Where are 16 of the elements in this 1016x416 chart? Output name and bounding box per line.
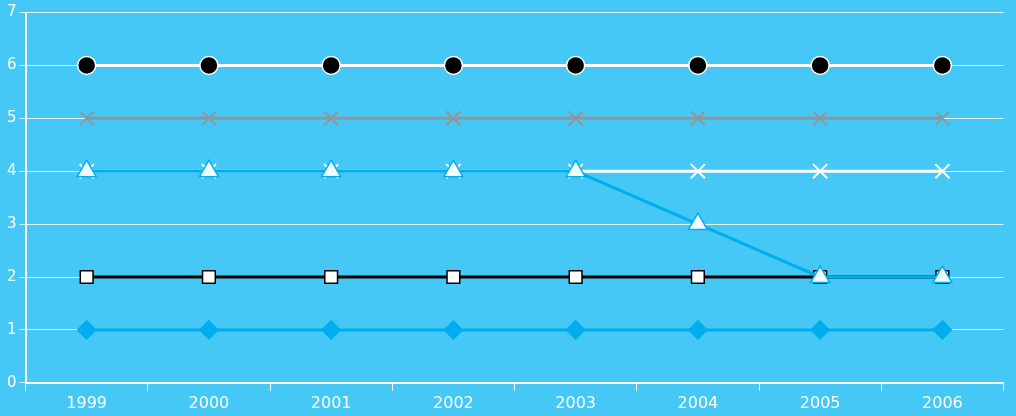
y-tick-label: 2 bbox=[7, 266, 17, 285]
y-tick-label: 1 bbox=[7, 319, 17, 338]
y-tick-label: 6 bbox=[7, 55, 17, 74]
x-tick-label: 2004 bbox=[677, 392, 719, 412]
y-tick-label: 4 bbox=[7, 161, 17, 180]
x-tick-label: 1999 bbox=[66, 392, 108, 412]
x-tick-label: 2001 bbox=[310, 392, 352, 412]
y-tick-label: 5 bbox=[7, 108, 17, 127]
x-tick-label: 2002 bbox=[433, 392, 474, 412]
x-tick-label: 2006 bbox=[922, 392, 963, 412]
x-tick-label: 2005 bbox=[799, 392, 841, 412]
y-tick-label: 3 bbox=[7, 213, 17, 232]
x-tick-label: 2003 bbox=[555, 392, 596, 412]
y-tick-label: 0 bbox=[7, 372, 17, 391]
y-tick-label: 7 bbox=[7, 2, 17, 21]
x-tick-label: 2000 bbox=[188, 392, 230, 412]
